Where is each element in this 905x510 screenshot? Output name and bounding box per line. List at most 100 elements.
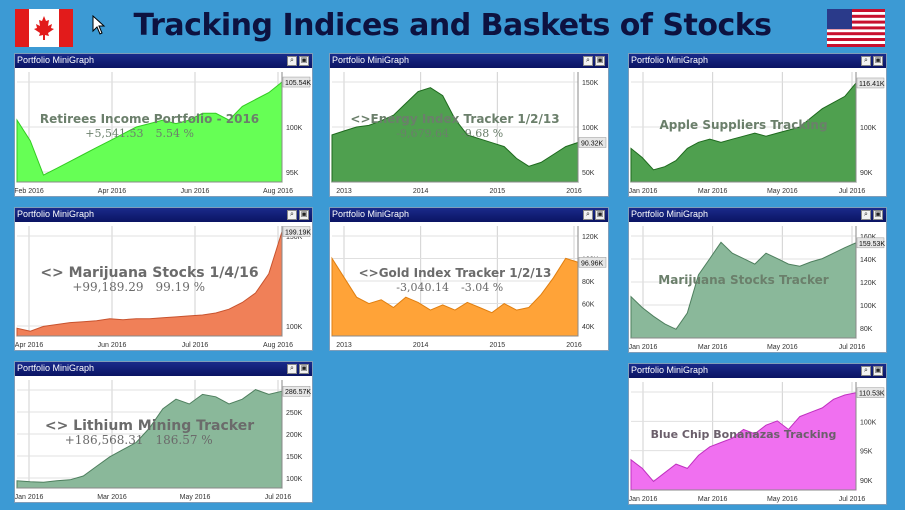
usa-flag-icon <box>827 9 885 47</box>
minigraph-gold[interactable]: Portfolio MiniGraph ⌕ ▣ 2013 2014 2015 2016 40K… <box>329 207 609 351</box>
minigraph-bluechip[interactable]: Portfolio MiniGraph ⌕ ▣ Jan 2016 Mar 2016 May… <box>628 363 887 505</box>
panel-header-title: Portfolio MiniGraph <box>17 363 95 373</box>
expand-icon[interactable]: ▣ <box>299 364 309 374</box>
y-tick-label: 100K <box>582 125 599 132</box>
percent-value: 5.54 % <box>156 127 194 140</box>
y-tick-label: 120K <box>860 280 877 287</box>
current-value-label: 96.96K <box>581 260 604 267</box>
panel-header-title: Portfolio MiniGraph <box>17 55 95 65</box>
y-tick-label: 250K <box>286 410 303 417</box>
y-tick-label: 160K <box>860 234 877 241</box>
x-tick-label: Jan 2016 <box>629 344 658 351</box>
series-area <box>630 392 857 491</box>
panel-header: Portfolio MiniGraph ⌕ ▣ <box>629 364 886 378</box>
y-tick-label: 100K <box>286 476 303 483</box>
y-tick-label: 150K <box>582 80 599 87</box>
x-tick-label: Mar 2016 <box>698 496 728 503</box>
expand-icon[interactable]: ▣ <box>299 210 309 220</box>
current-value-tag <box>282 226 311 237</box>
zoom-icon[interactable]: ⌕ <box>583 210 593 220</box>
x-tick-label: Apr 2016 <box>15 342 43 349</box>
y-tick-label: 100K <box>286 125 303 132</box>
panel-header-title: Portfolio MiniGraph <box>17 209 95 219</box>
minigraph-energy[interactable]: Portfolio MiniGraph ⌕ ▣ 2013 2014 2015 2016 50K… <box>329 53 609 197</box>
y-tick-label: 150K <box>286 234 303 241</box>
x-tick-label: May 2016 <box>180 494 211 501</box>
chart-name: Blue Chip Bonanazas Tracking <box>651 428 837 441</box>
x-tick-label: 2014 <box>413 188 429 195</box>
expand-icon[interactable]: ▣ <box>873 366 883 376</box>
x-tick-label: Feb 2016 <box>15 188 44 195</box>
expand-icon[interactable]: ▣ <box>595 210 605 220</box>
chart-name: Retirees Income Portfolio - 2016 <box>40 112 259 126</box>
x-tick-label: Jul 2016 <box>839 344 866 351</box>
minigraph-chart: Feb 2016 Apr 2016 Jun 2016 Aug 2016 95K 100K 1… <box>15 72 311 195</box>
y-tick-label: 90K <box>860 478 873 485</box>
x-tick-label: Aug 2016 <box>263 342 293 349</box>
y-tick-label: 90K <box>860 170 873 177</box>
minigraph-chart: Apr 2016 Jun 2016 Jul 2016 Aug 2016 100K 150K… <box>15 226 311 349</box>
x-tick-label: Jan 2016 <box>629 496 658 503</box>
panel-header: Portfolio MiniGraph ⌕ ▣ <box>629 54 886 68</box>
zoom-icon[interactable]: ⌕ <box>287 56 297 66</box>
current-value-tag <box>578 257 607 268</box>
x-tick-label: Apr 2016 <box>98 188 127 195</box>
current-value-tag <box>856 237 885 249</box>
percent-value: 99.19 % <box>156 280 206 294</box>
percent-value: 186.57 % <box>156 433 213 447</box>
y-tick-label: 150K <box>286 454 303 461</box>
expand-icon[interactable]: ▣ <box>595 56 605 66</box>
zoom-icon[interactable]: ⌕ <box>287 210 297 220</box>
x-tick-label: 2014 <box>413 342 429 349</box>
x-tick-label: Jul 2016 <box>839 188 866 195</box>
expand-icon[interactable]: ▣ <box>873 210 883 220</box>
minigraph-apple[interactable]: Portfolio MiniGraph ⌕ ▣ Jan 2016 Mar 2016 May… <box>628 53 887 197</box>
y-tick-label: 40K <box>582 324 595 331</box>
gain-value: +99,189.29 <box>72 280 143 294</box>
current-value-label: 90.32K <box>581 140 604 147</box>
y-tick-label: 140K <box>860 257 877 264</box>
y-tick-label: 95K <box>286 170 299 177</box>
panel-header: Portfolio MiniGraph ⌕ ▣ <box>15 54 312 68</box>
minigraph-marijuana-basket[interactable]: Portfolio MiniGraph ⌕ ▣ Apr 2016 Jun 2016 Jul… <box>14 207 313 351</box>
x-tick-label: May 2016 <box>767 344 798 351</box>
x-tick-label: May 2016 <box>767 188 798 195</box>
zoom-icon[interactable]: ⌕ <box>861 56 871 66</box>
expand-icon[interactable]: ▣ <box>299 56 309 66</box>
percent-value: -3.04 % <box>461 281 503 294</box>
minigraph-chart: 201320142015201640K60K80K100K120K96.96K<… <box>331 226 607 349</box>
series-area <box>16 231 283 337</box>
current-value-tag <box>856 77 885 89</box>
gain-value: -3,040.14 <box>396 281 449 294</box>
chart-name: Marijuana Stocks Tracker <box>658 273 828 287</box>
zoom-icon[interactable]: ⌕ <box>287 364 297 374</box>
zoom-icon[interactable]: ⌕ <box>583 56 593 66</box>
x-tick-label: 2015 <box>490 188 506 195</box>
series-area <box>630 241 857 339</box>
series-area <box>331 256 579 337</box>
current-value-tag <box>282 385 311 397</box>
gain-value: -9,679.64 <box>396 127 449 140</box>
panel-header: Portfolio MiniGraph ⌕ ▣ <box>330 208 608 222</box>
current-value-label: 110.53K <box>859 391 885 398</box>
minigraph-marijuana-tracker[interactable]: Portfolio MiniGraph ⌕ ▣ Jan 2016 Mar 2016 May… <box>628 207 887 353</box>
zoom-icon[interactable]: ⌕ <box>861 210 871 220</box>
minigraph-chart: Jan 2016 Mar 2016 May 2016 Jul 2016 90K 100K 1… <box>629 72 885 195</box>
y-tick-label: 60K <box>582 302 595 309</box>
y-tick-label: 120K <box>582 234 599 241</box>
y-tick-label: 100K <box>860 125 877 132</box>
series-area <box>16 389 283 489</box>
minigraph-lithium[interactable]: Portfolio MiniGraph ⌕ ▣ Jan 2016 Mar 2016 May… <box>14 361 313 503</box>
y-tick-label: 100K <box>860 303 877 310</box>
x-tick-label: 2015 <box>490 342 506 349</box>
x-tick-label: Jul 2016 <box>265 494 292 501</box>
y-tick-label: 80K <box>860 326 873 333</box>
x-tick-label: 2016 <box>566 342 582 349</box>
page-title: Tracking Indices and Baskets of Stocks <box>133 8 772 43</box>
y-tick-label: 80K <box>582 279 595 286</box>
x-tick-label: Jan 2016 <box>629 188 658 195</box>
minigraph-retirees[interactable]: Portfolio MiniGraph ⌕ ▣ Feb 2016 Apr 2016 Jun… <box>14 53 313 197</box>
expand-icon[interactable]: ▣ <box>873 56 883 66</box>
zoom-icon[interactable]: ⌕ <box>861 366 871 376</box>
x-tick-label: 2013 <box>336 188 352 195</box>
